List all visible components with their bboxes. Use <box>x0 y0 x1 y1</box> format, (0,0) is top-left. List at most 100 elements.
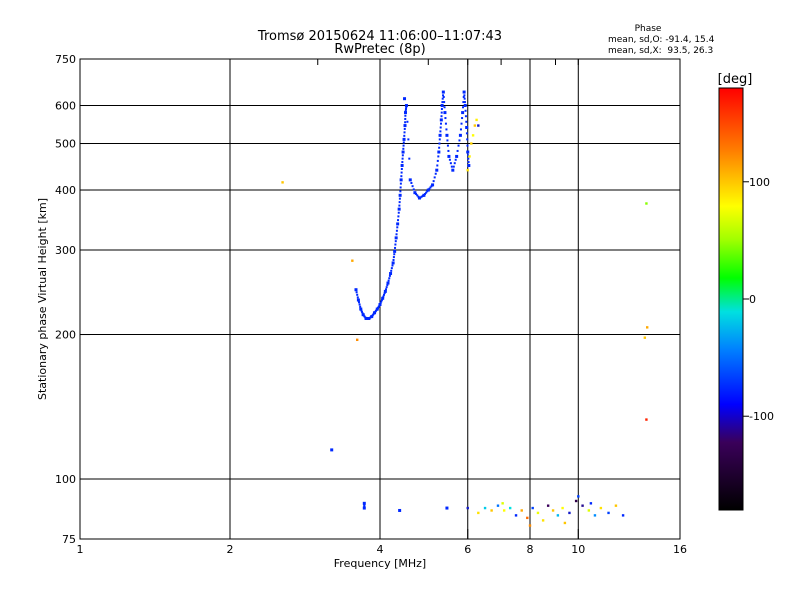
o-trace-point <box>429 186 432 189</box>
o-trace-point <box>391 264 394 267</box>
o-trace-point <box>451 168 455 172</box>
stats-line-o: mean, sd,O: -91.4, 15.4 <box>608 35 715 45</box>
o-trace-point <box>448 158 451 161</box>
o-trace-point <box>402 137 406 141</box>
o-trace-point <box>404 114 407 117</box>
x-trace-point <box>477 124 480 127</box>
o-trace-point <box>430 185 433 188</box>
o-trace-point <box>452 165 455 168</box>
o-trace-point <box>440 115 443 118</box>
o-trace-point <box>439 126 442 129</box>
o-trace-point <box>388 274 391 277</box>
o-trace-point <box>396 226 399 229</box>
o-trace-point <box>363 505 366 508</box>
o-trace-point <box>463 104 467 108</box>
o-trace-point <box>419 196 422 199</box>
o-trace-point <box>462 106 465 109</box>
o-trace-point <box>390 267 393 270</box>
o-trace-point <box>455 154 459 158</box>
o-trace-point <box>408 178 412 182</box>
o-trace-point <box>387 279 390 282</box>
o-trace-point <box>464 109 467 112</box>
noise-point <box>593 514 597 517</box>
o-trace-point <box>372 312 375 315</box>
o-trace-point <box>361 312 364 315</box>
noise-point <box>520 509 523 512</box>
o-trace-point <box>403 97 407 101</box>
o-trace-point <box>432 180 435 183</box>
o-trace-point <box>447 154 451 158</box>
o-trace-point <box>466 144 469 147</box>
o-trace-point <box>403 131 406 134</box>
o-trace-point <box>385 286 388 289</box>
o-trace-point <box>464 115 467 118</box>
o-trace-point <box>394 240 397 243</box>
o-trace-point <box>411 185 414 188</box>
o-trace-point <box>397 207 401 211</box>
o-trace-point <box>390 269 393 272</box>
o-trace-point <box>456 149 459 152</box>
noise-point <box>496 504 500 507</box>
o-trace-point <box>400 175 403 178</box>
o-trace-point <box>443 111 447 115</box>
o-trace-point <box>397 215 400 218</box>
x-trace-point <box>468 155 471 158</box>
chart-title: Tromsø 20150624 11:06:00–11:07:43 <box>257 29 502 44</box>
o-trace-point <box>440 104 444 108</box>
o-trace-point <box>395 233 398 236</box>
o-trace-point <box>354 288 358 292</box>
noise-point <box>490 509 493 512</box>
o-trace-point <box>360 309 363 312</box>
o-trace-point <box>403 127 406 130</box>
o-trace-point <box>445 128 448 131</box>
noise-point <box>551 509 555 512</box>
data-points <box>281 90 649 527</box>
o-trace-point <box>398 201 401 204</box>
o-trace-point <box>404 121 407 124</box>
o-trace-point <box>424 192 427 195</box>
o-trace-point <box>398 197 401 200</box>
o-trace-point <box>450 165 453 168</box>
o-trace-point <box>394 243 397 246</box>
noise-point <box>574 499 578 503</box>
o-trace-point <box>393 249 397 253</box>
o-trace-point <box>431 183 435 187</box>
o-trace-point <box>385 288 388 291</box>
colorbar-tick-label: -100 <box>749 410 774 423</box>
o-trace-point <box>438 133 442 137</box>
x-axis: 1 2 4 6 8 10 16 <box>77 59 687 556</box>
o-trace-point <box>401 161 404 164</box>
o-trace-point <box>466 150 470 154</box>
o-trace-point <box>402 147 405 150</box>
o-trace-point <box>382 295 385 298</box>
o-trace-point <box>392 258 395 261</box>
o-trace-point <box>422 193 426 197</box>
noise-point <box>599 506 603 510</box>
y-axis: 75 100 200 300 400 500 600 750 <box>55 53 90 546</box>
o-trace-point <box>386 284 389 287</box>
noise-point <box>568 511 571 515</box>
o-trace-point <box>441 101 444 104</box>
o-trace-point <box>362 501 366 505</box>
colorbar-ticks: 100 0 -100 <box>743 176 774 423</box>
noise-point <box>577 495 580 498</box>
o-trace-point <box>401 154 404 157</box>
colorbar-tick-label: 100 <box>749 176 770 189</box>
o-trace-point <box>404 109 407 112</box>
o-trace-point <box>444 122 447 125</box>
o-trace-point <box>467 154 470 157</box>
o-trace-point <box>391 261 395 265</box>
y-tick-label: 75 <box>62 533 76 546</box>
o-trace-point <box>363 504 366 507</box>
o-trace-point <box>440 122 443 125</box>
o-trace-point <box>428 187 431 190</box>
o-trace-point <box>465 132 468 135</box>
noise-point <box>556 514 560 517</box>
o-trace-point <box>443 101 446 104</box>
x-tick-label: 2 <box>227 543 234 556</box>
y-axis-label: Stationary phase Virtual Height [km] <box>36 198 49 400</box>
colorbar <box>718 87 744 511</box>
o-trace-point <box>440 108 443 111</box>
o-trace-point <box>454 158 457 161</box>
